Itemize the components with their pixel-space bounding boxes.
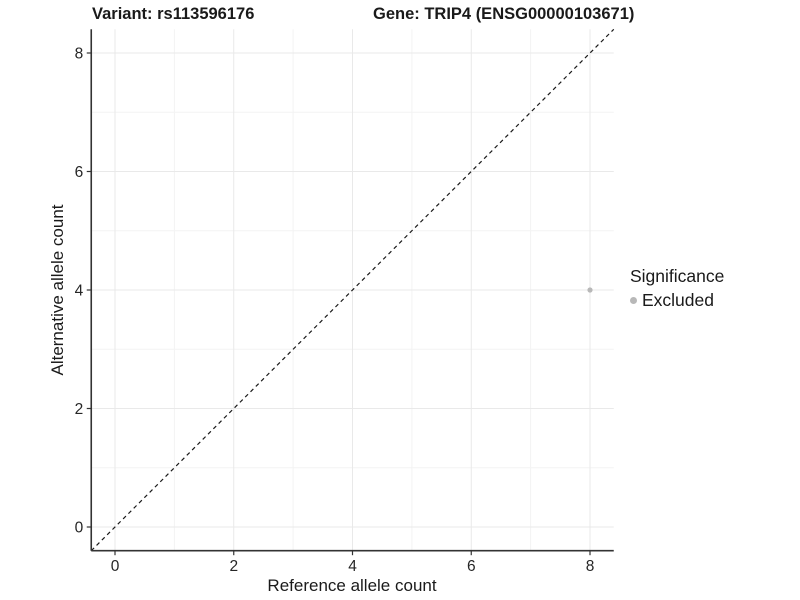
x-tick-label: 4 xyxy=(348,558,357,575)
x-tick-label: 0 xyxy=(111,558,120,575)
legend-entry-excluded: Excluded xyxy=(630,290,724,311)
y-tick-label: 2 xyxy=(75,401,84,418)
plot-title-variant: Variant: rs113596176 xyxy=(92,5,255,23)
legend-title: Significance xyxy=(630,266,725,286)
y-axis-title: Alternative allele count xyxy=(48,204,67,376)
plot-title-gene: Gene: TRIP4 (ENSG00000103671) xyxy=(373,5,635,23)
x-tick-label: 8 xyxy=(586,558,595,575)
x-axis-title: Reference allele count xyxy=(267,576,437,595)
identity-dashed-line xyxy=(90,28,615,552)
legend: Significance Excluded xyxy=(630,266,724,311)
x-tick-label: 6 xyxy=(467,558,476,575)
y-tick-label: 4 xyxy=(75,283,84,300)
y-tick-label: 8 xyxy=(75,46,84,63)
y-tick-label: 6 xyxy=(75,164,84,181)
y-tick-label: 0 xyxy=(75,520,84,537)
legend-entry-label: Excluded xyxy=(642,290,714,310)
data-point-excluded xyxy=(587,287,593,293)
legend-key-dot-icon xyxy=(630,297,637,304)
x-tick-label: 2 xyxy=(229,558,238,575)
